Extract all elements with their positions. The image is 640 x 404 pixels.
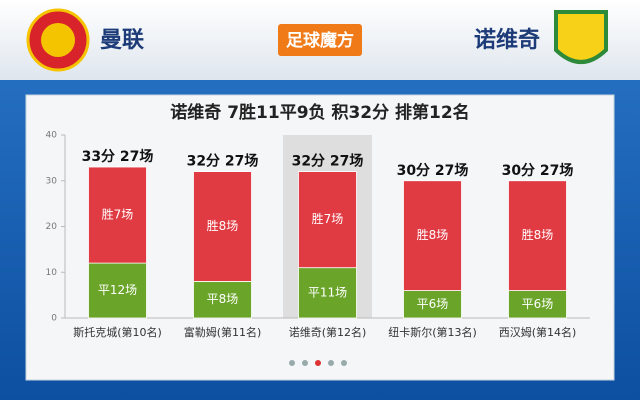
x-tick-label: 斯托克城(第10名) (73, 325, 162, 339)
bar-segment (298, 267, 357, 319)
x-tick-label: 富勒姆(第11名) (184, 325, 262, 339)
segment-label: 胜7场 (312, 211, 344, 226)
x-tick-label: 纽卡斯尔(第13名) (388, 325, 477, 339)
bar-segment (193, 171, 252, 282)
bar-segment (193, 280, 252, 319)
away-logo (554, 10, 608, 64)
page-dot[interactable] (302, 360, 308, 366)
bar-segment (508, 290, 567, 319)
page-dot[interactable] (289, 360, 295, 366)
x-tick-label: 西汉姆(第14名) (499, 325, 577, 339)
total-label: 32分 27场 (187, 154, 259, 170)
y-tick-label: 0 (51, 314, 57, 324)
bar-segment (508, 180, 567, 291)
bar-segment (88, 166, 147, 264)
y-tick-label: 20 (46, 222, 58, 232)
segment-label: 平6场 (522, 297, 554, 311)
page-dot[interactable] (341, 360, 347, 366)
segment-label: 平12场 (98, 283, 137, 297)
y-tick-label: 10 (46, 268, 58, 278)
total-label: 33分 27场 (82, 149, 154, 165)
home-team: 曼联 (100, 28, 144, 53)
home-logo-inner (41, 23, 75, 57)
brand-name: 足球魔方 (286, 30, 354, 51)
segment-label: 胜8场 (207, 218, 239, 233)
brand-logo (278, 24, 362, 56)
segment-label: 胜7场 (102, 207, 134, 222)
y-tick-label: 30 (46, 176, 58, 186)
segment-label: 平8场 (207, 292, 239, 306)
total-label: 32分 27场 (292, 154, 364, 170)
segment-label: 平6场 (417, 297, 449, 311)
bar-segment (298, 171, 357, 269)
segment-label: 胜8场 (417, 227, 449, 242)
chart-title: 诺维奇 7胜11平9负 积32分 排第12名 (170, 102, 469, 123)
segment-label: 胜8场 (522, 227, 554, 242)
bar-segment (403, 290, 462, 319)
bar-segment (403, 180, 462, 291)
total-label: 30分 27场 (502, 163, 574, 179)
away-team: 诺维奇 (474, 27, 540, 53)
total-label: 30分 27场 (397, 163, 469, 179)
y-tick-label: 40 (46, 131, 58, 141)
page-dot[interactable] (315, 360, 321, 366)
x-tick-label: 诺维奇(第12名) (289, 325, 367, 339)
page-dot[interactable] (328, 360, 334, 366)
segment-label: 平11场 (308, 285, 347, 299)
